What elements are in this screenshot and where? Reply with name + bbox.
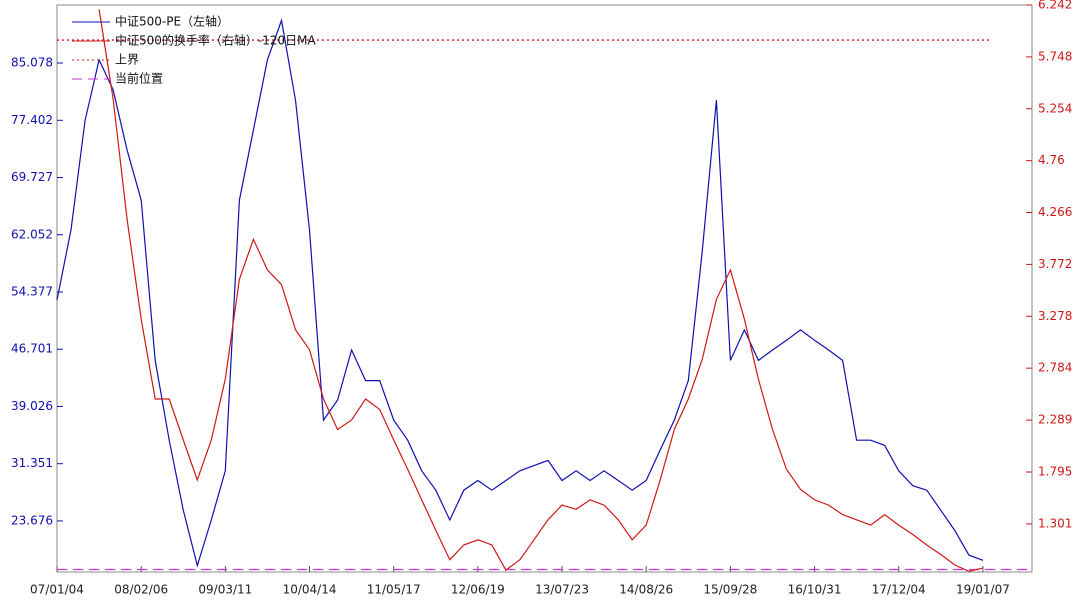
legend-label: 上界 bbox=[115, 53, 139, 67]
x-tick-label: 15/09/28 bbox=[703, 583, 757, 597]
y2-tick-label: 2.289 bbox=[1038, 413, 1072, 427]
y-tick-label: 31.351 bbox=[11, 456, 53, 470]
series-line bbox=[56, 18, 984, 568]
x-tick-label: 10/04/14 bbox=[283, 583, 337, 597]
x-tick-label: 11/05/17 bbox=[367, 583, 421, 597]
x-tick-label: 13/07/23 bbox=[535, 583, 589, 597]
y-tick-label: 54.377 bbox=[11, 284, 53, 298]
y2-tick-label: 4.76 bbox=[1038, 153, 1065, 167]
y2-tick-label: 3.278 bbox=[1038, 309, 1072, 323]
legend-label: 中证500-PE（左轴） bbox=[115, 14, 229, 29]
y-tick-label: 77.402 bbox=[11, 113, 53, 127]
y2-tick-label: 5.748 bbox=[1038, 49, 1072, 63]
y2-tick-label: 1.301 bbox=[1038, 516, 1072, 530]
y-tick-label: 62.052 bbox=[11, 227, 53, 241]
x-tick-label: 17/12/04 bbox=[872, 583, 926, 597]
y-tick-label: 23.676 bbox=[11, 513, 53, 527]
plot-area bbox=[56, 4, 1033, 573]
x-tick-label: 12/06/19 bbox=[451, 583, 505, 597]
y-tick-label: 69.727 bbox=[11, 170, 53, 184]
y2-tick-label: 4.266 bbox=[1038, 205, 1072, 219]
y-tick-label: 85.078 bbox=[11, 56, 53, 70]
x-tick-label: 09/03/11 bbox=[198, 583, 252, 597]
x-tick-label: 07/01/04 bbox=[30, 583, 84, 597]
y2-tick-label: 6.242 bbox=[1038, 0, 1072, 12]
series-line bbox=[98, 9, 984, 572]
y2-tick-label: 2.784 bbox=[1038, 361, 1072, 375]
x-tick-label: 19/01/07 bbox=[956, 583, 1010, 597]
x-tick-label: 08/02/06 bbox=[114, 583, 168, 597]
y-tick-label: 39.026 bbox=[11, 399, 53, 413]
x-tick-label: 16/10/31 bbox=[788, 583, 842, 597]
x-tick-label: 14/08/26 bbox=[619, 583, 673, 597]
y2-tick-label: 1.795 bbox=[1038, 465, 1072, 479]
legend-label: 中证500的换手率（右轴）-120日MA bbox=[115, 33, 316, 48]
y2-tick-label: 5.254 bbox=[1038, 101, 1072, 115]
y2-tick-label: 3.772 bbox=[1038, 257, 1072, 271]
legend-label: 当前位置 bbox=[115, 71, 163, 86]
y-tick-label: 46.701 bbox=[11, 342, 53, 356]
